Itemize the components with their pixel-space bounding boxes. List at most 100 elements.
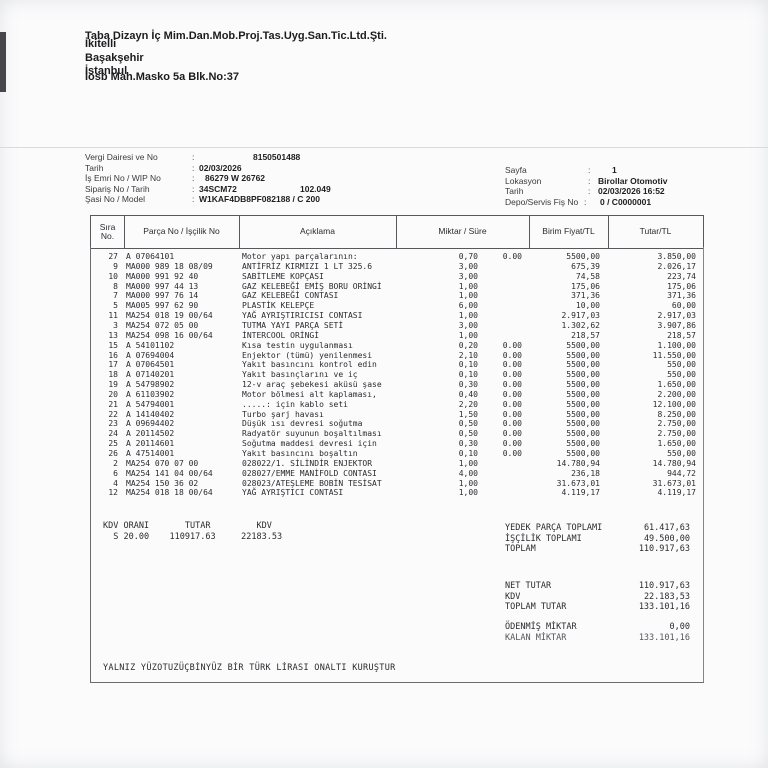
cell-miktar: 1,50: [458, 409, 478, 419]
cell-aciklama: YAĞ AYRIŞTICI CONTASI: [242, 488, 344, 498]
cell-sira-no: 11: [108, 311, 118, 321]
cell-sira-no: 25: [108, 439, 118, 449]
table-row: 9 MA000 989 18 08/09 ANTİFRİZ KIRMIZI 1 LT…: [90, 262, 702, 272]
cell-sira-no: 4: [113, 478, 118, 488]
totals-label: YEDEK PARÇA TOPLAMI: [505, 523, 603, 533]
cell-sira-no: 18: [108, 370, 118, 380]
cell-miktar: 0,30: [458, 380, 478, 390]
cell-miktar: 2,10: [458, 350, 478, 360]
cell-aciklama: Turbo şarj havası: [242, 409, 324, 419]
cell-aciklama: Soğutma maddesi devresi için: [242, 439, 377, 449]
cell-sira-no: 15: [108, 340, 118, 350]
cell-birim-fiyat: 175,06: [571, 281, 600, 291]
info-label: İş Emri No / WIP No: [85, 173, 161, 183]
cell-sira-no: 3: [113, 320, 118, 330]
cell-sure: 0.00: [502, 252, 522, 261]
column-divider: [529, 216, 530, 248]
cell-miktar: 1,00: [458, 291, 478, 301]
totals-row: KDV 22.183,53: [505, 592, 690, 603]
column-divider: [239, 216, 240, 248]
cell-aciklama: 028027/EMME MANİFOLD CONTASI: [242, 468, 377, 478]
totals-paid-block: ÖDENMİŞ MİKTAR 0,00 KALAN MİKTAR 133.101,16: [505, 622, 690, 643]
address-district: İkitelli: [85, 38, 117, 50]
cell-birim-fiyat: 5500,00: [566, 399, 600, 409]
info-label: Şasi No / Model: [85, 194, 145, 204]
table-row: 26 A 47514001 Yakıt basıncını boşaltın 0,10…: [90, 449, 702, 459]
cell-miktar: 0,40: [458, 389, 478, 399]
cell-tutar: 2.750,00: [657, 429, 696, 439]
info-colon: :: [588, 165, 591, 175]
cell-sira-no: 24: [108, 429, 118, 439]
cell-sira-no: 7: [113, 291, 118, 301]
cell-tutar: 2.750,00: [657, 419, 696, 429]
header-birim-fiyat: Birim Fiyat/TL: [542, 226, 595, 237]
cell-parca-no: MA000 989 18 08/09: [126, 261, 213, 271]
cell-sure: 0.00: [502, 439, 522, 449]
cell-parca-no: MA254 141 04 00/64: [126, 468, 213, 478]
info-label: Sayfa: [505, 165, 527, 175]
table-row: 16 A 07694004 Enjektor (tümü) yenilenmesi 2…: [90, 351, 702, 361]
cell-miktar: 1,00: [458, 488, 478, 498]
cell-aciklama: Enjektor (tümü) yenilenmesi: [242, 350, 373, 360]
cell-tutar: 218,57: [667, 330, 696, 340]
cell-birim-fiyat: 5500,00: [566, 409, 600, 419]
header-miktar-sure: Miktar / Süre: [438, 226, 487, 237]
cell-sira-no: 20: [108, 389, 118, 399]
company-address: İkitelli Başakşehir İstanbul: [85, 38, 144, 79]
totals-row: KALAN MİKTAR 133.101,16: [505, 633, 690, 644]
totals-value: 22.183,53: [643, 591, 690, 602]
table-row: 23 A 09694402 Düşük ısı devresi soğutma 0,5…: [90, 419, 702, 429]
cell-parca-no: MA254 098 16 00/64: [126, 330, 213, 340]
cell-sure: 0.00: [502, 419, 522, 429]
cell-sure: 0.00: [502, 399, 522, 409]
cell-aciklama: Motor bölmesi alt kaplaması,: [242, 389, 377, 399]
totals-value: 133.101,16: [638, 602, 690, 613]
cell-birim-fiyat: 5500,00: [566, 380, 600, 390]
info-value: 0 / C0000001: [600, 196, 652, 207]
header-tutar: Tutar/TL: [639, 226, 672, 237]
info-colon: :: [192, 194, 195, 204]
cell-miktar: 3,00: [458, 271, 478, 281]
cell-sira-no: 23: [108, 419, 118, 429]
cell-miktar: 0,10: [458, 370, 478, 380]
totals-row: NET TUTAR 110.917,63: [505, 581, 690, 592]
table-row: 22 A 14140402 Turbo şarj havası 1,50 0.00 550…: [90, 410, 702, 420]
cell-birim-fiyat: 5500,00: [566, 350, 600, 360]
company-street: İosb Mah.Masko 5a Blk.No:37: [85, 70, 240, 83]
table-row: 17 A 07064501 Yakıt basıncını kontrol edin…: [90, 360, 702, 370]
cell-miktar: 1,00: [458, 458, 478, 468]
table-row: 15 A 54101102 Kısa testin uygulanması 0,20 0…: [90, 341, 702, 351]
cell-aciklama: YAĞ AYRIŞTIRICISI CONTASI: [242, 311, 363, 321]
header-aciklama: Açıklama: [300, 226, 335, 237]
totals-value: 0,00: [669, 622, 690, 632]
cell-parca-no: A 07140201: [126, 370, 175, 380]
cell-birim-fiyat: 14.780,94: [556, 458, 600, 468]
cell-tutar: 944,72: [667, 468, 696, 478]
header-parca-no: Parça No / İşçilik No: [143, 226, 220, 237]
cell-sure: 0.00: [502, 360, 522, 370]
cell-sira-no: 13: [108, 330, 118, 340]
info-value: 34SCM72: [199, 183, 237, 194]
cell-aciklama: PLASTİK KELEPÇE: [242, 301, 315, 311]
cell-aciklama: 028022/1. SİLİNDİR ENJEKTOR: [242, 458, 373, 468]
cell-birim-fiyat: 31.673,01: [556, 478, 600, 488]
info-extra-value: 102.049: [300, 183, 331, 194]
table-row: 27 A 07064101 Motor yapı parçalarının: 0,70…: [90, 252, 702, 262]
cell-parca-no: MA000 997 76 14: [126, 291, 199, 301]
cell-sira-no: 12: [108, 488, 118, 498]
cell-sira-no: 22: [108, 409, 118, 419]
cell-parca-no: A 14140402: [126, 409, 175, 419]
cell-birim-fiyat: 5500,00: [566, 340, 600, 350]
cell-birim-fiyat: 675,39: [571, 261, 600, 271]
cell-sira-no: 21: [108, 399, 118, 409]
cell-birim-fiyat: 5500,00: [566, 370, 600, 380]
info-colon: :: [192, 173, 195, 183]
table-row: 5 MA005 997 62 90 PLASTİK KELEPÇE 6,00 10,00…: [90, 301, 702, 311]
totals-label: ÖDENMİŞ MİKTAR: [505, 622, 577, 632]
table-header: Sıra No. Parça No / İşçilik No Açıklama M…: [90, 215, 704, 249]
cell-miktar: 1,00: [458, 281, 478, 291]
table-body-frame: [90, 247, 704, 683]
cell-sira-no: 27: [108, 252, 118, 261]
cell-sira-no: 2: [113, 458, 118, 468]
cell-miktar: 1,00: [458, 330, 478, 340]
